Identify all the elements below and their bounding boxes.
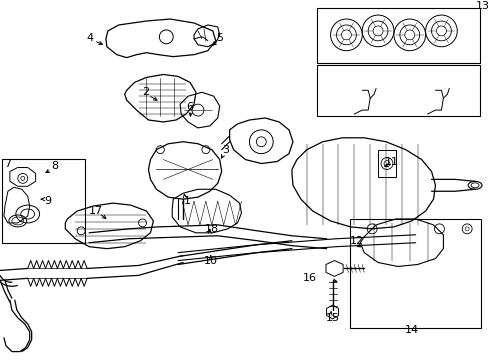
Text: 14: 14 bbox=[404, 325, 418, 335]
Text: 5: 5 bbox=[216, 33, 223, 43]
Bar bbox=[377, 150, 395, 177]
Text: 2: 2 bbox=[142, 87, 149, 97]
Text: 1: 1 bbox=[183, 196, 190, 206]
Text: 4: 4 bbox=[86, 33, 93, 43]
Bar bbox=[316, 8, 479, 63]
Text: 17: 17 bbox=[89, 206, 103, 216]
Text: 8: 8 bbox=[51, 162, 58, 171]
Bar bbox=[2, 159, 85, 243]
Text: 7: 7 bbox=[4, 158, 11, 168]
Text: 10: 10 bbox=[203, 256, 217, 266]
Text: 3: 3 bbox=[222, 145, 229, 155]
Text: 16: 16 bbox=[302, 273, 316, 283]
Text: 18: 18 bbox=[204, 224, 219, 234]
Text: 6: 6 bbox=[186, 102, 193, 112]
Text: 12: 12 bbox=[349, 236, 364, 246]
Text: 15: 15 bbox=[325, 313, 339, 323]
Text: 11: 11 bbox=[384, 157, 398, 167]
Text: 9: 9 bbox=[44, 196, 51, 206]
Bar bbox=[316, 64, 479, 116]
Text: 13: 13 bbox=[475, 1, 488, 11]
Bar bbox=[350, 219, 480, 328]
